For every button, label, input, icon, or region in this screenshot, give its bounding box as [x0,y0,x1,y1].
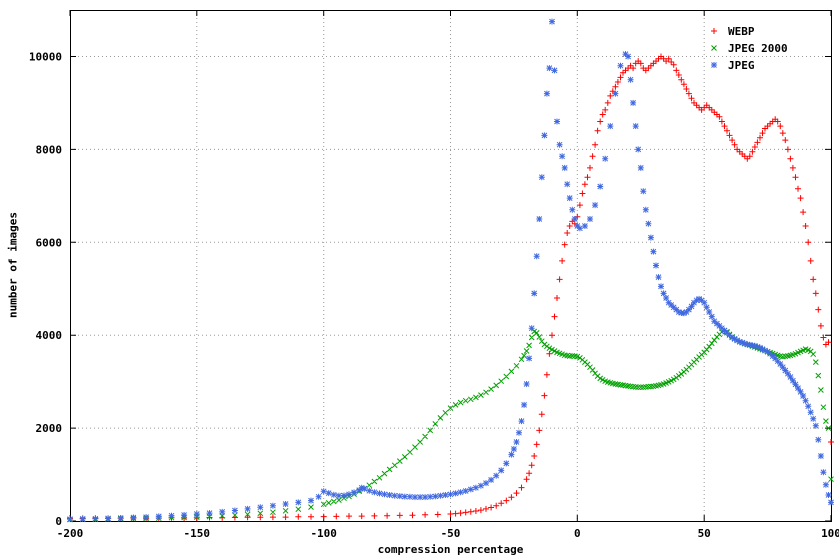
y-tick-label: 6000 [36,236,63,249]
y-axis-title: number of images [6,212,20,318]
plot-border [70,10,832,522]
x-tick-label: -100 [310,527,337,540]
plus-marker-icon [711,28,717,34]
x-tick-label: 50 [698,527,711,540]
cross-marker-icon [711,45,717,51]
x-tick-label: -50 [441,527,461,540]
y-tick-label: 4000 [36,329,63,342]
x-tick-label: -150 [184,527,211,540]
x-tick-label: 100 [821,527,839,540]
series-webp [67,53,834,522]
x-axis-title: compression percentage [377,543,524,556]
legend-item-jpeg: JPEG [711,59,755,72]
y-tick-label: 2000 [36,422,63,435]
x-tick-label: 0 [574,527,581,540]
y-tick-label: 8000 [36,143,63,156]
legend-item-webp: WEBP [711,25,755,38]
x-tick-label: -200 [57,527,84,540]
legend-item-jpeg-2000: JPEG 2000 [711,42,788,55]
y-tick-label: 10000 [29,51,62,64]
asterisk-marker-icon [711,62,717,68]
legend-label: WEBP [728,25,755,38]
legend-label: JPEG 2000 [728,42,788,55]
legend-label: JPEG [728,59,755,72]
series-jpeg [67,18,834,523]
legend: WEBP JPEG 2000 JPEG [711,25,788,72]
gridlines [70,10,831,521]
y-tick-label: 0 [55,515,62,528]
